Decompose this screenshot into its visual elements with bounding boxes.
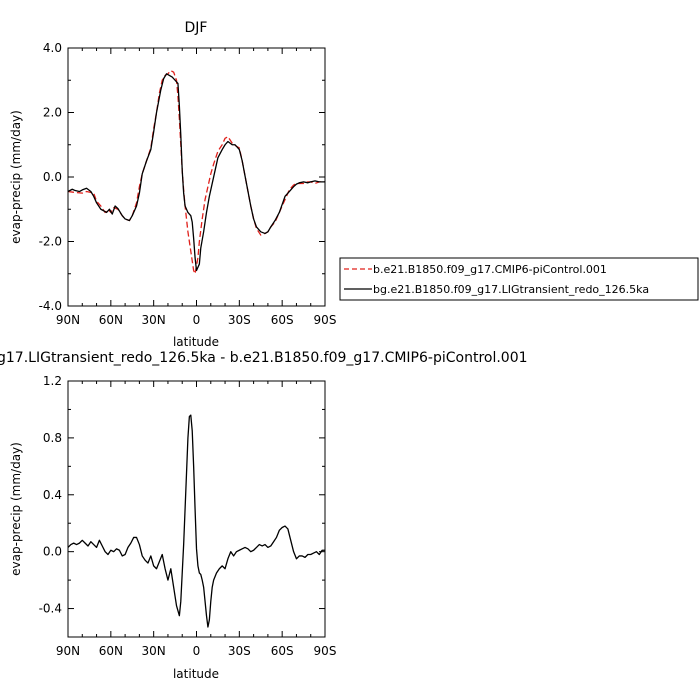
legend: b.e21.B1850.f09_g17.CMIP6-piControl.001 … [339,257,699,301]
bottom-chart-y-tick-label: 0.4 [43,488,62,502]
bottom-chart-y-tick-label: 0.8 [43,431,62,445]
bottom-chart-x-tick-label: 60S [271,644,294,658]
top-chart-title: DJF [185,20,208,36]
top-chart-y-axis-label: evap-precip (mm/day) [9,110,23,244]
top-chart-x-tick-label: 30S [228,313,251,327]
bottom-chart-y-tick-label: 0.0 [43,545,62,559]
bottom-chart-series-line-0 [67,414,325,628]
top-chart-x-axis-label: latitude [173,335,219,349]
top-chart-y-tick-label: 2.0 [43,106,62,120]
bottom-chart-x-axis-label: latitude [173,667,219,681]
bottom-chart-y-tick-label: -0.4 [39,602,62,616]
bottom-chart-y-tick-label: 1.2 [43,374,62,388]
top-chart-y-ticks: -4.0 -2.0 0.0 2.0 4.0 [39,41,325,313]
top-chart-x-tick-label: 90S [314,313,337,327]
top-chart-y-tick-label: -4.0 [39,299,62,313]
top-chart-x-tick-label: 0 [193,313,201,327]
bottom-chart-x-ticks: 90N 60N 30N 0 30S 60S 90S [56,381,337,658]
legend-label-lig: bg.e21.B1850.f09_g17.LIGtransient_redo_1… [373,283,649,296]
bottom-chart: bg.e21.B1850.f09_g17.LIGtransient_redo_1… [0,350,528,681]
top-chart-y-tick-label: -2.0 [39,235,62,249]
bottom-chart-x-tick-label: 30S [228,644,251,658]
top-chart-x-tick-label: 90N [56,313,80,327]
top-chart-x-ticks: 90N 60N 30N 0 30S 60S 90S [56,48,337,327]
bottom-chart-x-tick-label: 90N [56,644,80,658]
top-chart-series-line-1 [67,73,325,272]
bottom-chart-x-tick-label: 90S [314,644,337,658]
bottom-chart-frame [67,380,326,638]
top-chart-x-tick-label: 60N [99,313,123,327]
top-chart: DJF 90N 60N 30N 0 30S 60S 90S -4.0 -2.0 0.0 2.0 4.… [9,20,336,349]
bottom-chart-x-tick-label: 0 [193,644,201,658]
bottom-chart-y-ticks: -0.4 0.0 0.4 0.8 1.2 [39,374,325,616]
bottom-chart-marks [67,414,325,628]
legend-box [339,257,699,301]
bottom-chart-x-tick-label: 60N [99,644,123,658]
bottom-chart-title: bg.e21.B1850.f09_g17.LIGtransient_redo_1… [0,350,528,366]
top-chart-x-tick-label: 30N [142,313,166,327]
legend-label-control: b.e21.B1850.f09_g17.CMIP6-piControl.001 [373,263,607,276]
top-chart-series-line-0 [67,69,325,275]
bottom-chart-y-axis-label: evap-precip (mm/day) [9,442,23,576]
top-chart-marks [67,69,325,275]
bottom-chart-x-tick-label: 30N [142,644,166,658]
top-chart-y-tick-label: 4.0 [43,41,62,55]
top-chart-y-tick-label: 0.0 [43,170,62,184]
top-chart-x-tick-label: 60S [271,313,294,327]
